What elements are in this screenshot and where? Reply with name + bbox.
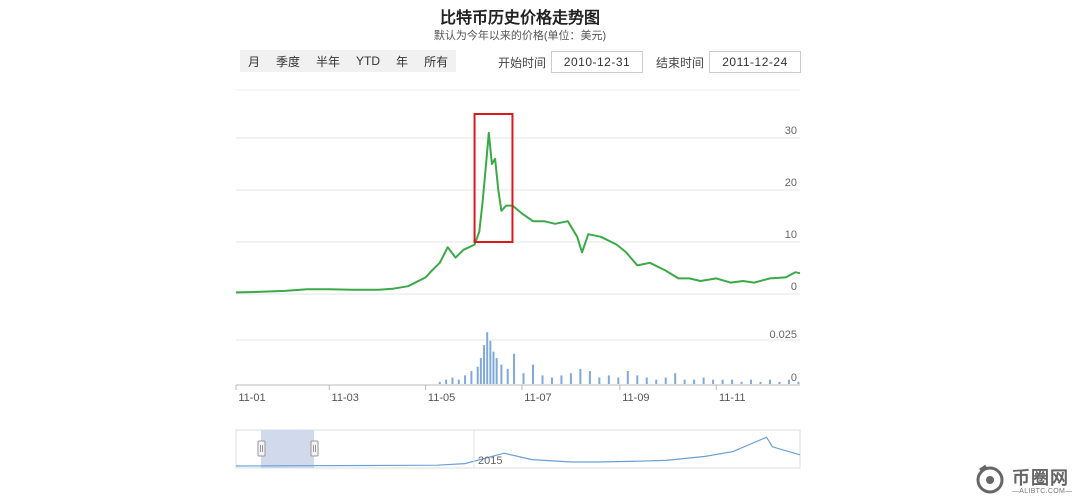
volume-bar <box>495 358 498 384</box>
volume-y-tick-label: 0 <box>791 372 797 384</box>
x-tick-label: 11-07 <box>524 392 551 404</box>
volume-bar <box>541 375 544 384</box>
range-button-half-year[interactable]: 半年 <box>308 50 349 72</box>
volume-bar <box>683 379 686 384</box>
volume-bar <box>655 379 658 384</box>
start-date-label: 开始时间 <box>498 56 547 70</box>
volume-bar <box>588 371 591 384</box>
volume-bar <box>560 375 563 384</box>
volume-bar <box>731 379 734 384</box>
navigator-frame <box>235 429 801 469</box>
volume-bar <box>500 364 503 384</box>
volume-bar <box>702 377 705 384</box>
volume-bar <box>483 345 486 384</box>
volume-bar <box>489 340 492 384</box>
end-date-input[interactable]: 2011-12-24 <box>709 51 801 73</box>
x-tick-label: 11-03 <box>332 392 359 404</box>
volume-y-tick-label: 0.025 <box>769 329 797 341</box>
navigator-handle-right <box>310 440 319 457</box>
volume-bar <box>768 379 771 384</box>
range-button-month[interactable]: 月 <box>240 50 269 72</box>
navigator-line <box>235 436 801 467</box>
x-tick-label: 11-01 <box>238 392 265 404</box>
volume-bar <box>750 379 753 384</box>
price-line <box>235 131 801 294</box>
volume-bar <box>445 379 448 384</box>
x-tick-label: 11-05 <box>428 392 455 404</box>
volume-bar <box>740 381 743 384</box>
highlight-box <box>473 113 514 243</box>
price-y-tick-label: 30 <box>785 125 797 137</box>
range-selector: 月 季度 半年 YTD 年 所有 <box>240 50 457 72</box>
volume-bar <box>674 373 677 384</box>
volume-bar <box>712 379 715 384</box>
chart-subtitle: 默认为今年以来的价格(单位：美元) <box>433 30 607 42</box>
volume-bar <box>569 373 572 384</box>
x-tick-label: 11-11 <box>719 392 746 404</box>
volume-bar <box>636 375 639 384</box>
volume-bar <box>479 358 482 384</box>
volume-bar <box>464 375 467 384</box>
volume-bar <box>470 371 473 384</box>
volume-bar <box>797 381 800 384</box>
volume-bar <box>693 379 696 384</box>
start-date-input[interactable]: 2010-12-31 <box>551 51 643 73</box>
price-y-tick-label: 0 <box>791 281 797 293</box>
volume-bar <box>579 368 582 384</box>
volume-bar <box>607 375 610 384</box>
volume-bar <box>721 379 724 384</box>
range-button-quarter[interactable]: 季度 <box>268 50 309 72</box>
volume-bar <box>626 371 629 384</box>
volume-bar <box>787 379 790 384</box>
volume-bar <box>476 366 479 384</box>
watermark-subtext: —ALIBTC.COM— <box>1012 488 1073 495</box>
end-date-label: 结束时间 <box>656 56 705 70</box>
volume-bar <box>550 377 553 384</box>
volume-bar <box>778 381 781 384</box>
price-y-tick-label: 10 <box>785 229 797 241</box>
volume-bar <box>664 377 667 384</box>
volume-bar <box>451 377 454 384</box>
volume-bar <box>513 353 516 384</box>
watermark-logo-icon <box>976 464 1004 494</box>
price-y-tick-label: 20 <box>785 177 797 189</box>
volume-bar <box>457 379 460 384</box>
range-button-year[interactable]: 年 <box>388 50 417 72</box>
volume-bar <box>522 373 525 384</box>
volume-bar <box>532 364 535 384</box>
range-button-ytd[interactable]: YTD <box>348 50 389 72</box>
volume-bar <box>645 377 648 384</box>
volume-bar <box>486 332 489 384</box>
range-button-all[interactable]: 所有 <box>416 50 457 72</box>
navigator-year-label: 2015 <box>478 455 502 467</box>
volume-bar <box>438 381 441 384</box>
chart-title: 比特币历史价格走势图 <box>439 10 600 27</box>
volume-bar <box>598 377 601 384</box>
navigator-handle-left <box>257 440 266 457</box>
volume-bar <box>617 377 620 384</box>
volume-bar <box>759 381 762 384</box>
volume-bar <box>492 351 495 384</box>
volume-bar <box>506 368 509 384</box>
watermark-text: 币圈网 <box>1012 468 1069 488</box>
x-tick-label: 11-09 <box>622 392 649 404</box>
navigator-selection <box>261 430 314 468</box>
